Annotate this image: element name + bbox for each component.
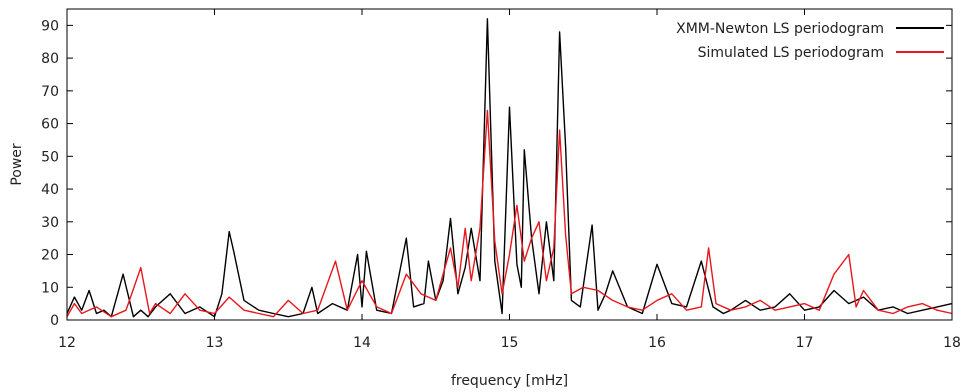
x-tick-label: 13 xyxy=(206,335,224,351)
y-tick-label: 30 xyxy=(41,215,59,231)
y-tick-label: 20 xyxy=(41,248,59,264)
y-tick-label: 90 xyxy=(41,18,59,34)
y-tick-label: 40 xyxy=(41,182,59,198)
series-layer xyxy=(66,18,953,318)
y-tick-label: 80 xyxy=(41,51,59,67)
series-line-1 xyxy=(66,109,953,318)
x-tick-label: 16 xyxy=(648,335,666,351)
x-tick-label: 15 xyxy=(501,335,519,351)
series-line-0 xyxy=(66,18,953,318)
x-tick-label: 17 xyxy=(796,335,814,351)
y-tick-label: 50 xyxy=(41,149,59,165)
legend-entry-label: XMM-Newton LS periodogram xyxy=(676,21,884,37)
x-axis-label: frequency [mHz] xyxy=(451,373,568,389)
y-tick-label: 10 xyxy=(41,280,59,296)
legend: XMM-Newton LS periodogram Simulated LS pe… xyxy=(676,21,944,61)
y-axis-label: Power xyxy=(9,143,25,186)
legend-entry-label: Simulated LS periodogram xyxy=(698,45,884,61)
x-tick-label: 14 xyxy=(353,335,371,351)
x-tick-label: 18 xyxy=(943,335,961,351)
y-tick-label: 70 xyxy=(41,84,59,100)
x-tick-label: 12 xyxy=(58,335,76,351)
y-tick-label: 60 xyxy=(41,117,59,133)
ticks-layer: 0 10 20 30 40 50 60 70 80 90 12 13 14 15 16 17 18 xyxy=(41,9,961,351)
y-tick-label: 0 xyxy=(50,313,59,329)
